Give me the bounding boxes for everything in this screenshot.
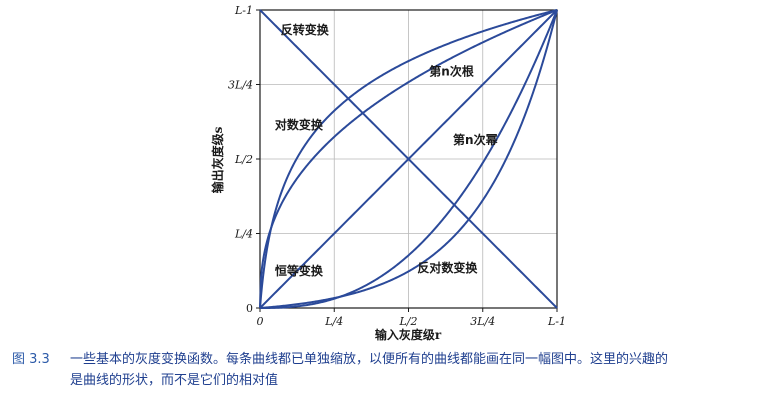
x-tick-label: L-1 (547, 315, 566, 328)
curve-label: 第n次幂 (453, 132, 499, 147)
curve-log (259, 9, 558, 309)
x-tick-label: L/4 (324, 315, 343, 328)
axes (256, 9, 558, 312)
curve-label: 反转变换 (281, 22, 330, 37)
x-axis-label: 输入灰度级r (375, 327, 442, 342)
figure-caption: 图 3.3 一些基本的灰度变换函数。每条曲线都已单独缩放，以便所有的曲线都能画在同… (12, 349, 764, 391)
y-tick-label: 0 (246, 302, 253, 315)
curve-inverse-log (259, 9, 558, 309)
x-tick-label: 3L/4 (470, 315, 495, 328)
tick-labels: 00 L/4 L/4 L/2 L/2 3L/4 3L/4 L-1 L-1 (228, 4, 566, 328)
curve-label: 反对数变换 (417, 260, 478, 275)
x-tick-label: 0 (257, 315, 264, 328)
caption-line-1: 一些基本的灰度变换函数。每条曲线都已单独缩放，以便所有的曲线都能画在同一幅图中。… (70, 352, 669, 367)
curve-label: 恒等变换 (275, 263, 324, 278)
curve-identity (259, 9, 558, 309)
y-tick-label: L-1 (234, 4, 253, 17)
caption-line-2: 是曲线的形状，而不是它们的相对值 (70, 373, 279, 388)
chart-canvas: 00L/4L/4L/2L/23L/43L/4L-1L-1 反转变换对数变换第n次… (210, 4, 566, 342)
y-tick-label: L/4 (234, 228, 253, 241)
y-tick-label: L/2 (234, 153, 253, 166)
curve-label: 对数变换 (275, 117, 324, 132)
figure-number: 图 3.3 (12, 352, 50, 367)
curve-label: 第n次根 (429, 64, 474, 79)
y-tick-label: 3L/4 (228, 79, 253, 92)
curve-nth-power (260, 9, 558, 309)
curves (259, 9, 558, 309)
y-axis-label: 输出灰度级s (210, 126, 225, 193)
x-tick-label: L/2 (398, 315, 417, 328)
curve-nth-root (259, 9, 558, 309)
transform-chart: 0 0 L/4 L/4 L/2 L/2 3L/4 3L/4 L-1 L-1 反转变换 对数变换 第n次… (210, 4, 566, 342)
